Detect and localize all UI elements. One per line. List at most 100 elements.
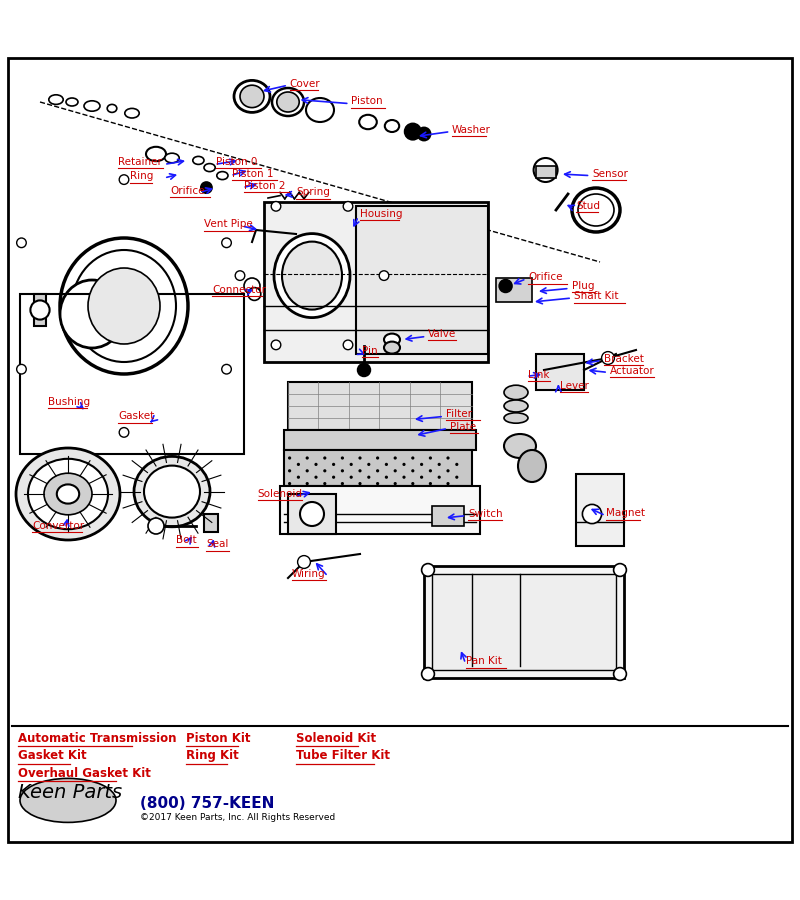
Circle shape	[405, 123, 421, 140]
Text: (800) 757-KEEN: (800) 757-KEEN	[140, 796, 274, 811]
Text: Sensor: Sensor	[592, 169, 628, 179]
Circle shape	[323, 482, 326, 485]
Ellipse shape	[282, 241, 342, 310]
Ellipse shape	[518, 450, 546, 482]
Bar	[432, 574, 616, 670]
Ellipse shape	[204, 164, 215, 172]
Circle shape	[385, 475, 388, 479]
Bar	[204, 514, 218, 532]
Ellipse shape	[84, 101, 100, 112]
Text: Piston 2: Piston 2	[244, 181, 286, 191]
Text: Bushing: Bushing	[48, 397, 90, 407]
Text: Orifice: Orifice	[528, 272, 562, 283]
Circle shape	[248, 288, 261, 301]
Circle shape	[446, 469, 450, 473]
Circle shape	[341, 456, 344, 460]
Bar	[280, 486, 480, 534]
Ellipse shape	[385, 120, 399, 132]
Circle shape	[411, 482, 414, 485]
Text: Pin: Pin	[362, 346, 378, 356]
Text: Piston 0: Piston 0	[216, 157, 258, 167]
Bar	[284, 450, 472, 486]
Text: Pan Kit: Pan Kit	[466, 656, 502, 666]
Circle shape	[602, 352, 614, 365]
Ellipse shape	[217, 172, 228, 180]
Circle shape	[288, 469, 291, 473]
Circle shape	[438, 475, 441, 479]
Ellipse shape	[66, 98, 78, 106]
Bar	[496, 278, 532, 302]
Circle shape	[341, 469, 344, 473]
Circle shape	[235, 271, 245, 281]
Ellipse shape	[193, 157, 204, 165]
Circle shape	[429, 482, 432, 485]
Bar	[20, 294, 244, 454]
Circle shape	[17, 238, 26, 248]
Text: ©2017 Keen Parts, Inc. All Rights Reserved: ©2017 Keen Parts, Inc. All Rights Reserv…	[140, 814, 335, 823]
Bar	[576, 474, 624, 546]
Circle shape	[418, 128, 430, 140]
Circle shape	[300, 502, 324, 526]
Circle shape	[148, 518, 164, 534]
Text: Gasket Kit: Gasket Kit	[18, 749, 86, 762]
Circle shape	[438, 463, 441, 466]
Circle shape	[350, 475, 353, 479]
Ellipse shape	[234, 80, 270, 112]
Ellipse shape	[60, 238, 188, 374]
Text: Plate: Plate	[450, 422, 476, 432]
Text: Stud: Stud	[576, 201, 600, 211]
Text: Orifice: Orifice	[170, 185, 205, 196]
Ellipse shape	[20, 778, 116, 823]
Ellipse shape	[107, 104, 117, 112]
Bar	[536, 166, 556, 178]
Circle shape	[358, 482, 362, 485]
Text: Piston Kit: Piston Kit	[186, 732, 250, 744]
Circle shape	[394, 482, 397, 485]
Ellipse shape	[274, 234, 350, 318]
Circle shape	[446, 482, 450, 485]
Ellipse shape	[60, 280, 124, 348]
Bar	[536, 354, 584, 390]
Circle shape	[17, 364, 26, 374]
Circle shape	[323, 456, 326, 460]
Bar	[264, 202, 488, 362]
Circle shape	[343, 340, 353, 350]
Ellipse shape	[240, 86, 264, 108]
Text: Gasket: Gasket	[118, 411, 154, 421]
Bar	[284, 430, 476, 450]
Circle shape	[244, 278, 260, 294]
Ellipse shape	[44, 473, 92, 515]
Circle shape	[429, 469, 432, 473]
Circle shape	[314, 475, 318, 479]
Circle shape	[376, 482, 379, 485]
Text: Ring Kit: Ring Kit	[186, 749, 238, 762]
Circle shape	[288, 482, 291, 485]
Text: Valve: Valve	[428, 329, 456, 339]
Ellipse shape	[134, 456, 210, 526]
Bar	[424, 566, 624, 678]
Circle shape	[343, 202, 353, 211]
Ellipse shape	[125, 108, 139, 118]
Text: Bracket: Bracket	[604, 354, 644, 364]
Text: Wiring: Wiring	[292, 569, 326, 579]
Circle shape	[420, 463, 423, 466]
Circle shape	[402, 463, 406, 466]
Circle shape	[394, 469, 397, 473]
Circle shape	[350, 463, 353, 466]
Text: Magnet: Magnet	[606, 508, 646, 518]
Circle shape	[614, 563, 626, 576]
Ellipse shape	[504, 434, 536, 458]
Ellipse shape	[384, 342, 400, 354]
Circle shape	[446, 456, 450, 460]
Ellipse shape	[49, 94, 63, 104]
Circle shape	[201, 182, 212, 194]
Ellipse shape	[359, 115, 377, 130]
Circle shape	[119, 175, 129, 184]
Circle shape	[429, 456, 432, 460]
Circle shape	[298, 555, 310, 569]
Bar	[356, 206, 488, 354]
Circle shape	[376, 469, 379, 473]
Circle shape	[358, 456, 362, 460]
Text: Bolt: Bolt	[176, 536, 197, 545]
Ellipse shape	[28, 459, 108, 529]
